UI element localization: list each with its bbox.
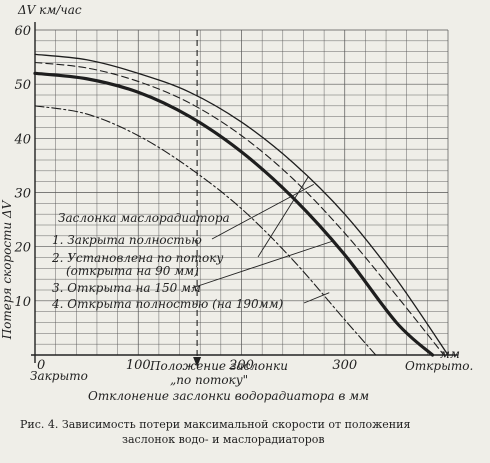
legend: Заслонка маслорадиатора 1. Закрыта полно… bbox=[51, 176, 333, 311]
legend-leader-3 bbox=[191, 240, 333, 289]
legend-leader-1 bbox=[211, 183, 314, 240]
axes bbox=[31, 22, 458, 367]
legend-leader-4 bbox=[303, 292, 330, 304]
legend-title: Заслонка маслорадиатора bbox=[58, 211, 230, 225]
y-axis-label: ΔV км/час bbox=[17, 3, 82, 17]
grid bbox=[34, 29, 449, 356]
x-tick-label: 100 bbox=[126, 358, 151, 373]
series-line-3 bbox=[33, 71, 435, 357]
legend-leader-2 bbox=[257, 176, 309, 258]
x-open-label: Открыто. bbox=[405, 359, 473, 373]
x-tick-label: 300 bbox=[332, 358, 357, 373]
y-tick-label: 40 bbox=[13, 132, 31, 147]
series-line-4 bbox=[34, 105, 377, 356]
legend-item-2-note: (открыта на 90 мм) bbox=[66, 264, 199, 278]
y-tick-label: 20 bbox=[13, 241, 31, 256]
flow-position-arrow bbox=[193, 357, 202, 367]
legend-item-1: 1. Закрыта полностью bbox=[52, 233, 202, 247]
series-lines bbox=[33, 53, 449, 357]
y-axis-side-label: Потеря скорости ΔV bbox=[0, 199, 14, 340]
y-tick-label: 30 bbox=[14, 187, 31, 202]
caption-line-1: Рис. 4. Зависимость потери максимальной … bbox=[20, 418, 410, 431]
y-tick-label: 60 bbox=[14, 24, 31, 39]
x-axis-label: Отклонение заслонки водорадиатора в мм bbox=[88, 389, 369, 403]
x-tick-label: 200 bbox=[228, 358, 254, 373]
series-line-1 bbox=[34, 53, 449, 356]
legend-leader-lines bbox=[191, 176, 333, 304]
y-tick-label: 10 bbox=[14, 295, 31, 310]
series-line-2 bbox=[34, 61, 445, 356]
x-closed-label: Закрыто bbox=[30, 369, 88, 383]
legend-item-3: 3. Открыта на 150 мм bbox=[52, 281, 201, 295]
x-unit-label: мм bbox=[440, 347, 460, 361]
tick-labels: 10 20 30 40 50 60 0 100 200 300 bbox=[13, 24, 357, 373]
flow-position-label-line2: „по потоку" bbox=[170, 373, 248, 387]
legend-item-2: 2. Установлена по потоку bbox=[51, 251, 223, 265]
x-tick-label: 0 bbox=[37, 358, 45, 373]
caption-line-2: заслонок водо- и маслорадиаторов bbox=[122, 433, 325, 446]
legend-item-4: 4. Открыта полностью (на 190мм) bbox=[51, 297, 284, 311]
y-tick-label: 50 bbox=[14, 78, 31, 93]
flow-position-label-line1: Положение заслонки bbox=[149, 359, 288, 373]
